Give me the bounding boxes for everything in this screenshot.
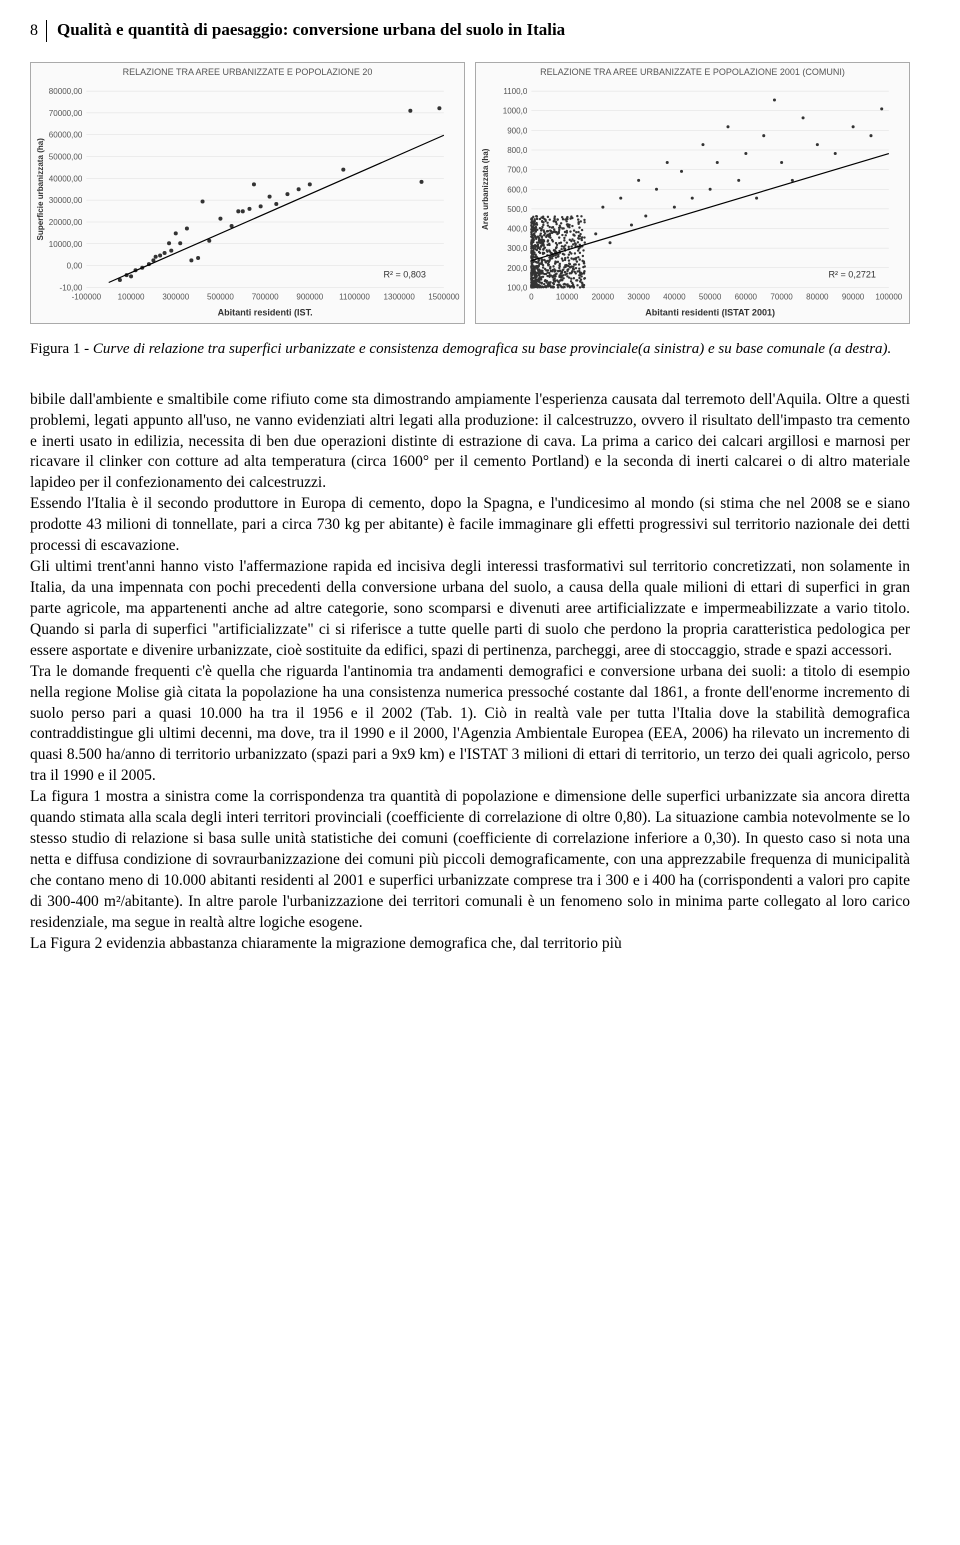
body-paragraph: La figura 1 mostra a sinistra come la co… xyxy=(30,787,910,933)
svg-text:600,0: 600,0 xyxy=(507,185,528,194)
body-paragraph: La Figura 2 evidenzia abbastanza chiaram… xyxy=(30,934,910,955)
svg-text:80000: 80000 xyxy=(806,293,829,302)
svg-text:300,0: 300,0 xyxy=(507,244,528,253)
svg-text:1300000: 1300000 xyxy=(384,293,416,302)
svg-text:700,0: 700,0 xyxy=(507,166,528,175)
body-paragraph: Essendo l'Italia è il secondo produttore… xyxy=(30,494,910,557)
svg-text:1000,0: 1000,0 xyxy=(503,107,528,116)
svg-text:40000: 40000 xyxy=(663,293,686,302)
chart-left-title: RELAZIONE TRA AREE URBANIZZATE E POPOLAZ… xyxy=(31,63,464,81)
svg-text:500,0: 500,0 xyxy=(507,205,528,214)
body-text: bibile dall'ambiente e smaltibile come r… xyxy=(30,390,910,955)
svg-text:100,0: 100,0 xyxy=(507,283,528,292)
header-divider xyxy=(46,20,47,42)
chart-left-svg: -10,00 0,00 10000,00 20000,00 30000,00 40000,… xyxy=(31,81,464,323)
svg-text:800,0: 800,0 xyxy=(507,146,528,155)
svg-text:1500000: 1500000 xyxy=(428,293,460,302)
charts-row: RELAZIONE TRA AREE URBANIZZATE E POPOLAZ… xyxy=(30,62,910,324)
svg-text:-10,00: -10,00 xyxy=(60,283,83,292)
svg-text:1100,0: 1100,0 xyxy=(503,87,528,96)
svg-text:50000,00: 50000,00 xyxy=(49,153,83,162)
svg-text:90000: 90000 xyxy=(842,293,865,302)
svg-text:60000: 60000 xyxy=(735,293,758,302)
svg-text:Abitanti residenti (ISTAT 2001: Abitanti residenti (ISTAT 2001) xyxy=(645,308,775,318)
chart-right: RELAZIONE TRA AREE URBANIZZATE E POPOLAZ… xyxy=(475,62,910,324)
page-title: Qualità e quantità di paesaggio: convers… xyxy=(57,20,565,40)
svg-text:100000: 100000 xyxy=(875,293,902,302)
svg-text:300000: 300000 xyxy=(162,293,189,302)
svg-text:30000,00: 30000,00 xyxy=(49,196,83,205)
svg-text:10000,00: 10000,00 xyxy=(49,240,83,249)
chart-left: RELAZIONE TRA AREE URBANIZZATE E POPOLAZ… xyxy=(30,62,465,324)
svg-text:100000: 100000 xyxy=(118,293,145,302)
svg-text:80000,00: 80000,00 xyxy=(49,87,83,96)
svg-text:20000: 20000 xyxy=(592,293,615,302)
svg-text:0: 0 xyxy=(529,293,534,302)
svg-text:20000,00: 20000,00 xyxy=(49,218,83,227)
svg-text:R² = 0,2721: R² = 0,2721 xyxy=(828,269,876,279)
svg-text:50000: 50000 xyxy=(699,293,722,302)
svg-text:1100000: 1100000 xyxy=(339,293,370,302)
svg-text:70000,00: 70000,00 xyxy=(49,109,83,118)
body-paragraph: Tra le domande frequenti c'è quella che … xyxy=(30,662,910,788)
page-number: 8 xyxy=(30,20,38,40)
svg-text:900,0: 900,0 xyxy=(507,126,528,135)
chart-right-title: RELAZIONE TRA AREE URBANIZZATE E POPOLAZ… xyxy=(476,63,909,81)
svg-text:10000: 10000 xyxy=(556,293,579,302)
figure-caption: Figura 1 - Curve di relazione tra superf… xyxy=(30,339,910,360)
svg-text:70000: 70000 xyxy=(770,293,793,302)
figure-text: Curve di relazione tra superfici urbaniz… xyxy=(93,341,891,357)
svg-text:30000: 30000 xyxy=(627,293,650,302)
body-paragraph: Gli ultimi trent'anni hanno visto l'affe… xyxy=(30,557,910,662)
svg-text:R² = 0,803: R² = 0,803 xyxy=(383,269,426,279)
body-paragraph: bibile dall'ambiente e smaltibile come r… xyxy=(30,390,910,495)
svg-text:200,0: 200,0 xyxy=(507,264,528,273)
page-header: 8 Qualità e quantità di paesaggio: conve… xyxy=(30,20,910,42)
chart-right-svg: 100,0 200,0 300,0 400,0 500,0 600,0 700,0 800,0… xyxy=(476,81,909,323)
svg-text:-100000: -100000 xyxy=(72,293,102,302)
svg-text:Area urbanizzata (ha): Area urbanizzata (ha) xyxy=(481,148,490,230)
svg-text:Abitanti residenti (IST.: Abitanti residenti (IST. xyxy=(218,308,313,318)
svg-text:0,00: 0,00 xyxy=(67,262,83,271)
svg-text:40000,00: 40000,00 xyxy=(49,174,83,183)
svg-text:400,0: 400,0 xyxy=(507,225,528,234)
svg-text:700000: 700000 xyxy=(252,293,279,302)
svg-text:900000: 900000 xyxy=(296,293,323,302)
svg-text:500000: 500000 xyxy=(207,293,234,302)
svg-text:60000,00: 60000,00 xyxy=(49,131,83,140)
figure-label: Figura 1 - xyxy=(30,341,93,357)
svg-text:Superficie urbanizzata (ha): Superficie urbanizzata (ha) xyxy=(36,138,45,241)
